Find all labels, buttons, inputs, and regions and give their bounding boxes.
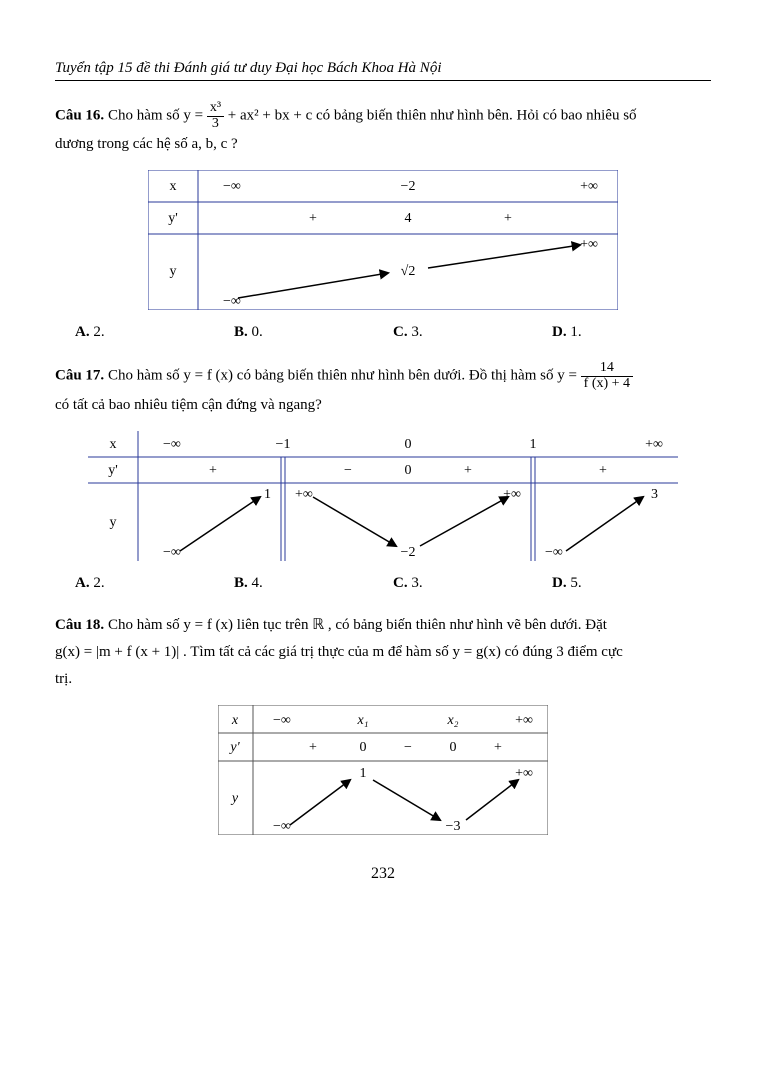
q17-label: Câu 17.: [55, 368, 104, 384]
svg-text:−∞: −∞: [223, 294, 241, 309]
svg-text:−1: −1: [276, 437, 291, 452]
svg-text:y: y: [110, 515, 117, 530]
q17-a-label: A.: [75, 575, 90, 591]
svg-text:−∞: −∞: [223, 179, 241, 194]
q16-line2: dương trong các hệ số a, b, c ?: [55, 136, 238, 152]
svg-text:−3: −3: [446, 819, 461, 834]
q18-text2b: trị.: [55, 671, 72, 687]
svg-text:+∞: +∞: [515, 713, 533, 728]
q16-label: Câu 16.: [55, 108, 104, 124]
svg-text:+: +: [309, 740, 317, 755]
svg-text:x₂: x₂: [446, 713, 458, 728]
svg-text:0: 0: [360, 740, 367, 755]
svg-text:−∞: −∞: [163, 545, 181, 560]
q17-options: A. 2. B. 4. C. 3. D. 5.: [75, 575, 711, 592]
q17-frac: 14 f (x) + 4: [581, 361, 633, 391]
header-title: Tuyển tập 15 đề thi Đánh giá tư duy Đại …: [55, 60, 711, 81]
svg-text:y': y': [228, 740, 240, 755]
svg-text:+: +: [209, 463, 217, 478]
question-17: Câu 17. Cho hàm số y = f (x) có bảng biế…: [55, 361, 711, 418]
q16-c-label: C.: [393, 324, 408, 340]
svg-text:+: +: [464, 463, 472, 478]
svg-text:+∞: +∞: [645, 437, 663, 452]
svg-text:y': y': [108, 463, 118, 478]
svg-text:1: 1: [530, 437, 537, 452]
svg-text:0: 0: [450, 740, 457, 755]
svg-text:+∞: +∞: [503, 487, 521, 502]
q17-line2: có tất cả bao nhiêu tiệm cận đứng và nga…: [55, 397, 322, 413]
q17-d-label: D.: [552, 575, 567, 591]
q16-b-label: B.: [234, 324, 248, 340]
svg-text:+: +: [599, 463, 607, 478]
q17-b-label: B.: [234, 575, 248, 591]
q18-label: Câu 18.: [55, 617, 104, 633]
q16-post1: + ax² + bx + c có bảng biến thiên như hì…: [228, 108, 637, 124]
svg-text:y: y: [230, 791, 239, 806]
svg-text:−∞: −∞: [545, 545, 563, 560]
svg-text:−∞: −∞: [273, 713, 291, 728]
svg-text:+: +: [309, 211, 317, 226]
table-16: x y' y −∞ −2 +∞ + 4 + −∞ √2 +∞: [148, 170, 618, 310]
q16-d-label: D.: [552, 324, 567, 340]
svg-text:+∞: +∞: [580, 179, 598, 194]
svg-text:−2: −2: [401, 545, 416, 560]
svg-text:−∞: −∞: [163, 437, 181, 452]
table-18: x y' y −∞ x₁ x₂ +∞ + 0 − 0 + −∞ 1 −3 +∞: [218, 705, 548, 835]
q17-pre: Cho hàm số y = f (x) có bảng biến thiên …: [108, 368, 581, 384]
svg-text:1: 1: [360, 766, 367, 781]
svg-text:y: y: [170, 264, 177, 279]
svg-text:0: 0: [405, 437, 412, 452]
svg-text:−: −: [404, 740, 412, 755]
svg-text:−: −: [344, 463, 352, 478]
svg-text:x₁: x₁: [356, 713, 368, 728]
svg-text:+: +: [504, 211, 512, 226]
q18-text2a: g(x) = |m + f (x + 1)| . Tìm tất cả các …: [55, 644, 623, 660]
svg-text:x: x: [231, 713, 239, 728]
svg-text:+∞: +∞: [580, 237, 598, 252]
svg-text:+∞: +∞: [295, 487, 313, 502]
svg-text:3: 3: [651, 487, 658, 502]
svg-text:x: x: [110, 437, 117, 452]
page-number: 232: [55, 865, 711, 883]
svg-text:−∞: −∞: [273, 819, 291, 834]
svg-text:1: 1: [264, 487, 271, 502]
svg-text:+: +: [494, 740, 502, 755]
q16-pre: Cho hàm số y =: [108, 108, 207, 124]
svg-text:y': y': [168, 211, 178, 226]
svg-text:4: 4: [405, 211, 412, 226]
q16-frac: x³ 3: [207, 101, 224, 131]
svg-text:0: 0: [405, 463, 412, 478]
table-17: x y' y −∞ −1 0 1 +∞ + − 0 + + −∞ 1 +∞ −2…: [88, 431, 678, 561]
svg-text:−2: −2: [401, 179, 416, 194]
q16-options: A. 2. B. 0. C. 3. D. 1.: [75, 324, 711, 341]
q16-a-label: A.: [75, 324, 90, 340]
q17-c-label: C.: [393, 575, 408, 591]
question-18: Câu 18. Cho hàm số y = f (x) liên tục tr…: [55, 612, 711, 693]
svg-text:+∞: +∞: [515, 766, 533, 781]
svg-text:√2: √2: [401, 264, 416, 279]
q18-text1: Cho hàm số y = f (x) liên tục trên ℝ , c…: [108, 617, 607, 633]
svg-text:x: x: [170, 179, 177, 194]
question-16: Câu 16. Cho hàm số y = x³ 3 + ax² + bx +…: [55, 101, 711, 158]
